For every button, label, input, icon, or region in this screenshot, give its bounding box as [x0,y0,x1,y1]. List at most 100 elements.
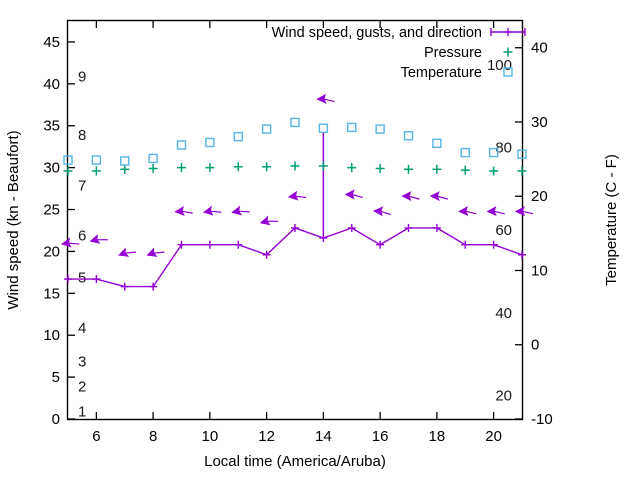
series-gusts-direction [60,93,534,257]
wind-speed-point [262,250,271,259]
wind-direction-arrow [514,206,534,217]
pressure-point [347,163,357,173]
pressure-point [148,163,158,173]
beaufort-label: 7 [78,177,86,194]
x-tick-label: 12 [258,428,275,445]
wind-direction-arrow [401,191,420,202]
x-tick-label: 18 [429,428,446,445]
fahrenheit-label: 20 [495,387,512,404]
y-tick-label: 30 [43,160,60,177]
pressure-point [262,162,272,172]
beaufort-label: 9 [78,68,86,85]
pressure-point [205,163,215,173]
wind-direction-arrow [118,247,137,257]
y2-axis-title: Temperature (C - F) [603,154,620,286]
pressure-point [63,166,73,176]
pressure-point [91,166,101,176]
fahrenheit-label: 80 [495,139,512,156]
wind-direction-arrow [60,237,80,248]
y-axis-left-ticks: 0 5 10 15 20 25 30 35 40 45 [43,34,75,428]
temperature-point [63,155,73,165]
pressure-point [290,161,300,171]
y-tick-label: 35 [43,118,60,135]
wind-speed-point [404,223,413,232]
wind-speed-point [376,240,385,249]
legend-marker [503,67,513,77]
x-tick-label: 16 [372,428,389,445]
wind-direction-arrow [287,190,307,201]
y-tick-label: 20 [43,243,60,260]
temperature-point [375,124,385,134]
wind-speed-point [347,223,356,232]
temperature-point [261,124,272,134]
temperature-point [318,123,329,133]
beaufort-label: 5 [78,270,86,287]
fahrenheit-scale-labels: 20 40 60 80 100 [487,57,512,404]
series-temperature [63,117,527,166]
y-tick-label: 40 [43,76,60,93]
wind-speed-point [177,240,186,249]
wind-direction-arrow [344,189,363,200]
y2-tick-label: 10 [531,262,548,279]
beaufort-scale-labels: 1 2 3 4 5 6 7 8 9 [78,68,86,420]
legend-marker [503,47,513,57]
y-axis-right-ticks: -10 0 10 20 30 40 [515,40,553,428]
y2-tick-label: 30 [531,114,548,131]
temperature-point [347,122,357,133]
beaufort-label: 8 [78,127,86,144]
pressure-point [432,164,442,174]
series-pressure [63,161,527,176]
legend-label: Wind speed, gusts, and direction [272,25,482,41]
fahrenheit-label: 40 [495,305,512,322]
temperature-point [148,153,158,164]
wind-direction-arrow [373,206,392,217]
y-tick-label: 0 [52,411,60,428]
wind-speed-point [432,223,441,232]
pressure-point [404,164,413,174]
beaufort-label: 1 [78,404,86,421]
wind-speed-point [489,240,498,249]
wind-direction-arrow [202,205,222,216]
x-tick-label: 8 [149,428,157,445]
fahrenheit-label: 60 [495,222,512,239]
wind-direction-arrow [486,206,505,217]
wind-speed-point [461,240,470,249]
x-tick-label: 14 [315,428,332,445]
temperature-point [91,155,102,165]
x-axis-ticks: 6 8 10 12 14 16 18 20 [92,21,502,445]
wind-direction-arrow [89,234,108,244]
y2-tick-label: 40 [531,40,548,57]
legend-marker [490,28,526,36]
beaufort-label: 2 [78,378,86,395]
wind-speed-point [291,223,299,232]
wind-direction-arrow [146,247,165,257]
legend-label: Temperature [401,65,482,81]
plot-frame [66,19,524,421]
pressure-point [177,163,186,173]
x-tick-label: 10 [202,428,219,445]
fahrenheit-label: 100 [487,57,512,74]
y-tick-label: 45 [43,34,60,51]
temperature-point [432,138,442,149]
y-axis-title: Wind speed (kn - Beaufort) [5,130,22,309]
pressure-point [318,161,328,171]
wind-speed-point [518,250,526,259]
wind-speed-point [64,275,72,284]
wind-speed-point [120,282,129,291]
temperature-point [403,131,414,141]
x-tick-label: 20 [485,428,502,445]
y-tick-label: 25 [43,202,60,219]
wind-direction-arrow [458,206,477,217]
wind-speed-point [234,240,243,249]
temperature-point [233,131,243,142]
y2-tick-label: -10 [531,411,553,428]
wind-direction-arrow [231,205,250,216]
wind-direction-arrow [316,93,335,104]
x-tick-label: 6 [92,428,100,445]
pressure-point [517,166,527,176]
pressure-point [460,165,470,175]
wind-direction-arrow [429,191,449,202]
beaufort-label: 4 [78,320,86,337]
